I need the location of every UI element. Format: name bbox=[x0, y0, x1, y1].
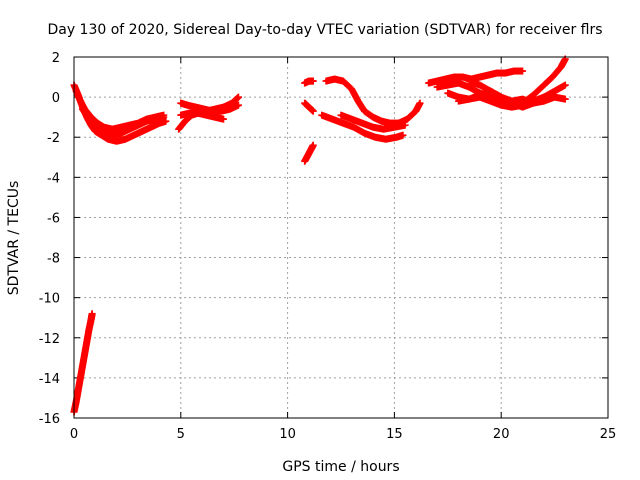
plot-frame bbox=[73, 56, 609, 419]
y-tick-label: -4 bbox=[47, 171, 60, 186]
data-point bbox=[401, 121, 409, 129]
y-axis-label: SDTVAR / TECUs bbox=[6, 181, 22, 296]
x-tick-label: 5 bbox=[177, 427, 185, 442]
data-points bbox=[70, 55, 569, 416]
x-tick-label: 10 bbox=[279, 427, 296, 442]
data-point bbox=[309, 77, 317, 85]
y-tick-label: -8 bbox=[47, 252, 60, 267]
y-tick-label: -16 bbox=[39, 412, 60, 427]
chart-title: Day 130 of 2020, Sidereal Day-to-day VTE… bbox=[47, 22, 602, 38]
y-tick-label: -2 bbox=[47, 131, 60, 146]
grid-lines bbox=[74, 57, 608, 418]
y-tick-label: -14 bbox=[39, 372, 60, 387]
data-point bbox=[309, 107, 317, 115]
data-point bbox=[519, 67, 527, 75]
data-point bbox=[220, 115, 228, 123]
data-point bbox=[162, 117, 170, 125]
y-tick-label: 2 bbox=[52, 51, 60, 66]
y-tick-label: 0 bbox=[52, 91, 60, 106]
y-tick-label: -12 bbox=[39, 332, 60, 347]
x-tick-label: 20 bbox=[493, 427, 510, 442]
x-tick-label: 0 bbox=[70, 427, 78, 442]
data-point bbox=[309, 141, 317, 149]
data-point bbox=[88, 310, 96, 318]
data-point bbox=[234, 101, 242, 109]
data-point bbox=[561, 81, 569, 89]
x-tick-label: 25 bbox=[600, 427, 617, 442]
data-point bbox=[561, 95, 569, 103]
x-axis-label: GPS time / hours bbox=[282, 459, 399, 475]
x-tick-label: 15 bbox=[386, 427, 403, 442]
data-point bbox=[234, 93, 242, 101]
data-point bbox=[540, 93, 548, 101]
y-tick-label: -6 bbox=[47, 211, 60, 226]
data-point bbox=[399, 131, 407, 139]
data-point bbox=[160, 113, 168, 121]
data-point bbox=[416, 99, 424, 107]
y-tick-label: -10 bbox=[39, 292, 60, 307]
